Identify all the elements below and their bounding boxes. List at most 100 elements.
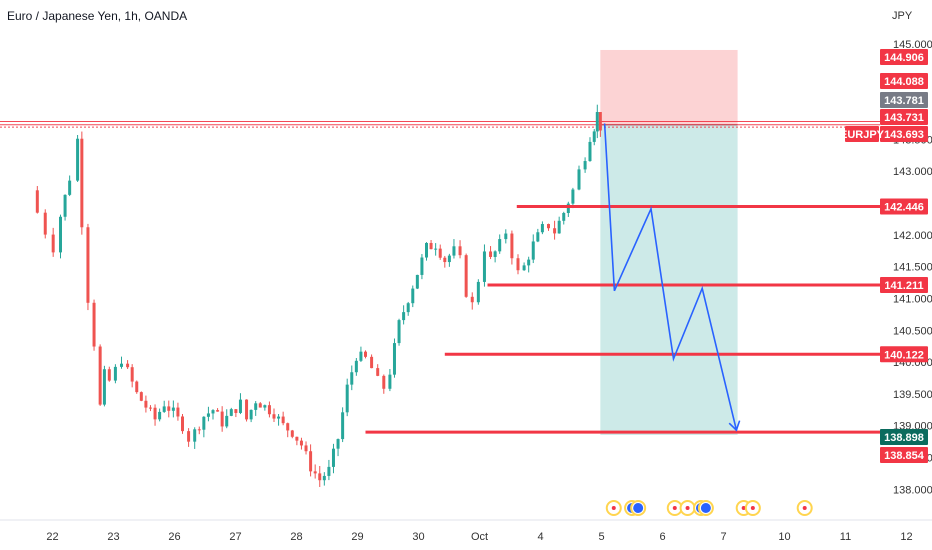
- candle-body: [158, 411, 162, 420]
- event-marker-dot: [750, 506, 755, 510]
- candle-body: [536, 232, 540, 242]
- candle-body: [364, 351, 367, 357]
- price-tag-value: 143.731: [884, 112, 924, 124]
- x-axis-tick-label: Oct: [471, 531, 488, 543]
- candle-body: [220, 411, 224, 427]
- event-marker-dot: [672, 506, 677, 510]
- candle-body: [272, 414, 276, 419]
- candle-body: [43, 212, 47, 235]
- candle-body: [370, 356, 374, 369]
- candle-body: [295, 436, 299, 441]
- candle-body: [290, 430, 294, 437]
- x-axis-tick-label: 5: [598, 531, 604, 543]
- x-axis-tick-label: 6: [659, 531, 665, 543]
- price-tag: [880, 346, 928, 363]
- candle-body: [263, 405, 267, 408]
- candle-body: [277, 416, 281, 419]
- candle-body: [522, 265, 526, 271]
- y-axis-tick-label: 145.000: [893, 39, 932, 51]
- candle-body: [327, 466, 331, 476]
- candle-body: [577, 169, 581, 190]
- candle-body: [382, 375, 386, 389]
- candle-body: [458, 246, 462, 256]
- candle-body: [211, 410, 215, 414]
- candle-body: [309, 451, 313, 472]
- price-tag-value: 143.781: [884, 95, 924, 107]
- candle-body: [510, 233, 514, 259]
- candle-body: [493, 251, 497, 257]
- candle-body: [202, 416, 206, 430]
- candle-body: [397, 320, 401, 344]
- candle-body: [144, 400, 148, 408]
- take-profit-zone[interactable]: [600, 124, 738, 435]
- candle-body: [148, 407, 152, 409]
- candle-body: [482, 251, 486, 282]
- candle-body: [139, 392, 143, 401]
- candle-body: [68, 180, 72, 195]
- candle-body: [336, 439, 340, 449]
- price-tag: [880, 198, 928, 215]
- candle-body: [420, 257, 424, 275]
- candle-body: [583, 161, 587, 170]
- candle-body: [229, 409, 233, 416]
- candle-body: [162, 406, 166, 412]
- candle-body: [313, 471, 317, 474]
- price-tag: [880, 126, 928, 142]
- candle-body: [107, 369, 111, 381]
- candle-body: [406, 303, 410, 313]
- candle-body: [376, 368, 380, 376]
- candle-body: [258, 403, 262, 408]
- x-axis-tick-label: 29: [351, 531, 363, 543]
- x-axis-tick-label: 4: [537, 531, 543, 543]
- candle-body: [126, 363, 130, 368]
- price-tag-value: 141.211: [884, 280, 923, 292]
- candle-body: [234, 409, 238, 413]
- candle-body: [98, 346, 102, 405]
- price-tag-value: 143.693: [884, 129, 924, 141]
- y-axis-tick-label: 142.000: [893, 230, 932, 242]
- candle-body: [527, 259, 531, 266]
- x-axis-tick-label: 7: [720, 531, 726, 543]
- price-tag-value: 138.898: [884, 432, 924, 444]
- candle-body: [562, 212, 566, 221]
- price-tag-value: 144.906: [884, 52, 924, 64]
- candle-body: [392, 343, 396, 375]
- candle-body: [592, 131, 596, 142]
- candle-body: [193, 429, 197, 442]
- event-marker-dot: [611, 506, 616, 510]
- stop-loss-zone[interactable]: [600, 49, 738, 125]
- candle-body: [206, 413, 210, 417]
- y-axis-tick-label: 141.500: [893, 262, 932, 274]
- candle-body: [225, 415, 229, 427]
- candle-body: [135, 381, 139, 393]
- candle-body: [345, 384, 349, 413]
- candle-body: [51, 234, 55, 253]
- price-tag: [880, 73, 928, 89]
- candle-body: [267, 405, 271, 415]
- x-axis-tick-label: 11: [840, 531, 851, 543]
- candle-body: [464, 255, 468, 297]
- candle-body: [80, 138, 84, 228]
- candle-body: [59, 216, 62, 253]
- chart-title: Euro / Japanese Yen, 1h, OANDA: [7, 9, 187, 23]
- candle-body: [245, 399, 249, 420]
- candle-body: [113, 366, 117, 381]
- candle-body: [429, 242, 433, 250]
- candle-body: [598, 112, 602, 131]
- candle-body: [540, 224, 544, 233]
- x-axis-tick-label: 26: [168, 531, 180, 543]
- candle-body: [434, 248, 438, 250]
- y-axis-tick-label: 143.000: [893, 166, 932, 178]
- projection-arrow-head: [728, 420, 741, 432]
- candle-body: [341, 412, 345, 440]
- candle-body: [489, 251, 493, 257]
- candle-body: [86, 227, 90, 303]
- price-tag: [880, 447, 928, 463]
- price-tag-value: 138.854: [884, 450, 925, 462]
- candle-body: [566, 203, 570, 213]
- x-axis-tick-label: 12: [900, 531, 912, 543]
- candle-body: [286, 423, 290, 431]
- projection-path[interactable]: [603, 123, 738, 431]
- candle-body: [238, 399, 242, 413]
